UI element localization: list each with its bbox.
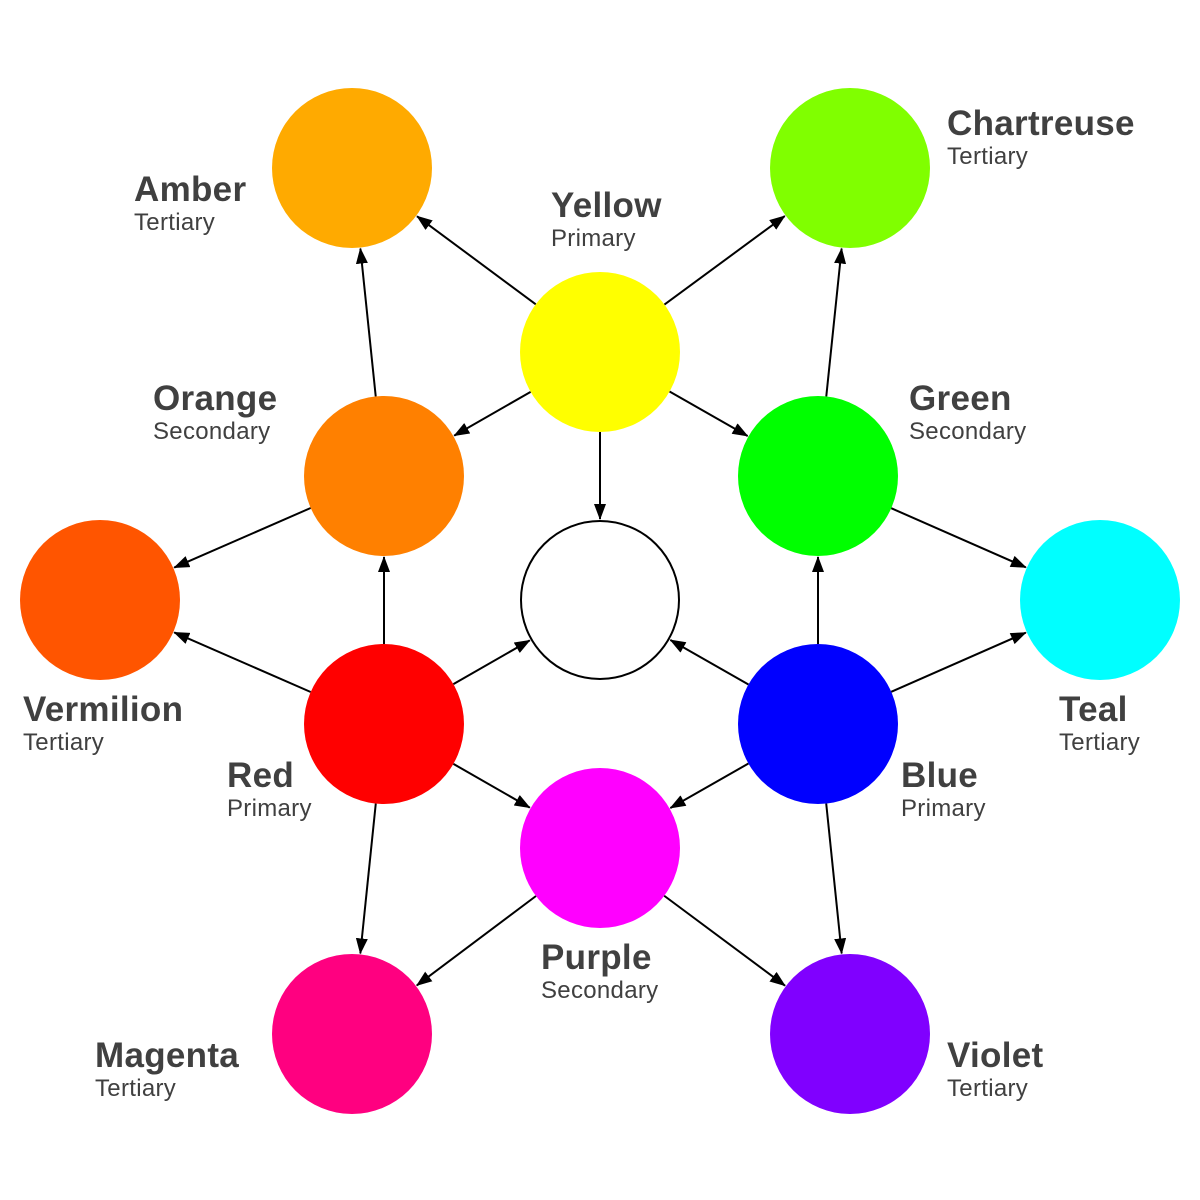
- node-name-red: Red: [227, 756, 295, 795]
- node-role-magenta: Tertiary: [95, 1075, 177, 1102]
- node-circle-amber: [272, 88, 432, 248]
- node-circle-red: [304, 644, 464, 804]
- node-circle-blue: [738, 644, 898, 804]
- arrow-yellow-to-chartreuse: [663, 215, 786, 306]
- node-circle-purple: [520, 768, 680, 928]
- node-circle-center: [520, 520, 680, 680]
- node-name-purple: Purple: [541, 938, 652, 977]
- arrow-blue-to-purple: [669, 762, 749, 809]
- node-role-blue: Primary: [901, 795, 986, 822]
- arrow-yellow-to-orange: [453, 390, 532, 437]
- node-role-vermilion: Tertiary: [23, 729, 105, 756]
- label-magenta: Magenta Tertiary: [95, 1038, 239, 1101]
- node-role-red: Primary: [227, 795, 312, 822]
- label-chartreuse: Chartreuse Tertiary: [947, 106, 1135, 169]
- arrow-yellow-to-green: [669, 390, 749, 437]
- node-name-blue: Blue: [901, 756, 979, 795]
- label-yellow: Yellow Primary: [551, 188, 662, 251]
- label-violet: Violet Tertiary: [947, 1038, 1043, 1101]
- node-name-amber: Amber: [134, 170, 247, 209]
- node-circle-green: [738, 396, 898, 556]
- label-purple: Purple Secondary: [541, 940, 658, 1003]
- arrow-red-to-vermilion: [173, 631, 312, 693]
- node-circle-orange: [304, 396, 464, 556]
- arrow-red-to-purple: [452, 762, 531, 809]
- edges-layer: [173, 215, 1027, 987]
- arrow-green-to-teal: [890, 507, 1027, 569]
- arrow-orange-to-vermilion: [173, 507, 312, 569]
- node-circle-magenta: [272, 954, 432, 1114]
- arrow-yellow-to-amber: [416, 215, 537, 306]
- arrow-purple-to-magenta: [415, 895, 537, 987]
- node-role-teal: Tertiary: [1059, 729, 1141, 756]
- label-green: Green Secondary: [909, 381, 1026, 444]
- arrow-red-to-magenta: [355, 803, 377, 955]
- label-red: Red Primary: [227, 758, 312, 821]
- label-amber: Amber Tertiary: [134, 172, 246, 235]
- node-circle-teal: [1020, 520, 1180, 680]
- node-circle-vermilion: [20, 520, 180, 680]
- node-role-amber: Tertiary: [134, 209, 216, 236]
- node-role-violet: Tertiary: [947, 1075, 1029, 1102]
- node-role-green: Secondary: [909, 418, 1027, 445]
- arrow-purple-to-violet: [663, 894, 786, 987]
- node-name-magenta: Magenta: [95, 1036, 240, 1075]
- node-name-yellow: Yellow: [551, 186, 662, 225]
- label-teal: Teal Tertiary: [1059, 692, 1140, 755]
- arrow-red-to-center: [452, 639, 531, 686]
- node-role-yellow: Primary: [551, 225, 636, 252]
- node-name-teal: Teal: [1059, 690, 1128, 729]
- node-name-green: Green: [909, 379, 1012, 418]
- label-blue: Blue Primary: [901, 758, 986, 821]
- node-name-violet: Violet: [947, 1036, 1044, 1075]
- node-name-orange: Orange: [153, 379, 278, 418]
- arrow-blue-to-violet: [825, 803, 847, 955]
- node-role-orange: Secondary: [153, 418, 271, 445]
- arrow-orange-to-amber: [355, 247, 377, 397]
- arrow-blue-to-teal: [890, 631, 1027, 693]
- node-role-chartreuse: Tertiary: [947, 143, 1029, 170]
- label-orange: Orange Secondary: [153, 381, 277, 444]
- node-role-purple: Secondary: [541, 977, 659, 1004]
- arrow-blue-to-center: [669, 639, 749, 686]
- node-name-chartreuse: Chartreuse: [947, 104, 1135, 143]
- node-circle-chartreuse: [770, 88, 930, 248]
- node-name-vermilion: Vermilion: [23, 690, 184, 729]
- arrow-green-to-chartreuse: [825, 247, 847, 397]
- label-vermilion: Vermilion Tertiary: [23, 692, 183, 755]
- node-circle-violet: [770, 954, 930, 1114]
- node-circle-yellow: [520, 272, 680, 432]
- nodes-layer: [20, 88, 1180, 1114]
